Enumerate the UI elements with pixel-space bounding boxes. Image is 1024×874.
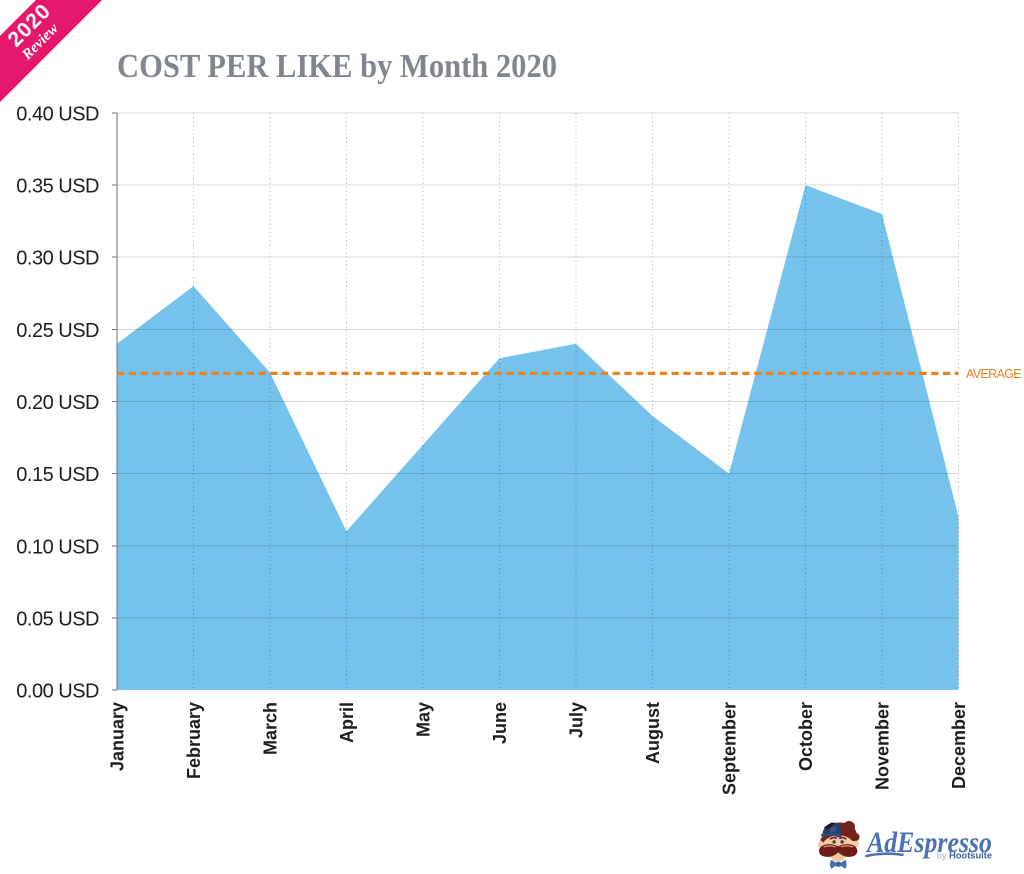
- svg-text:0.05 USD: 0.05 USD: [16, 608, 99, 630]
- svg-text:May: May: [414, 702, 434, 737]
- svg-text:December: December: [949, 702, 969, 789]
- svg-text:April: April: [337, 702, 357, 743]
- svg-text:September: September: [720, 702, 740, 795]
- svg-text:0.25 USD: 0.25 USD: [16, 320, 99, 342]
- svg-text:0.15 USD: 0.15 USD: [16, 464, 99, 486]
- svg-text:July: July: [567, 702, 587, 738]
- svg-text:0.00 USD: 0.00 USD: [16, 681, 99, 703]
- svg-text:February: February: [184, 702, 204, 779]
- svg-text:March: March: [261, 702, 281, 755]
- svg-text:0.10 USD: 0.10 USD: [16, 536, 99, 558]
- svg-text:0.40 USD: 0.40 USD: [16, 104, 99, 126]
- svg-text:August: August: [643, 702, 663, 764]
- svg-text:by Hootsuite: by Hootsuite: [937, 851, 992, 861]
- svg-text:0.30 USD: 0.30 USD: [16, 248, 99, 270]
- svg-text:November: November: [873, 702, 893, 790]
- svg-text:0.20 USD: 0.20 USD: [16, 392, 99, 414]
- svg-text:June: June: [490, 702, 510, 744]
- svg-text:0.35 USD: 0.35 USD: [16, 176, 99, 198]
- svg-text:January: January: [108, 702, 128, 771]
- svg-text:AVERAGE: AVERAGE: [966, 367, 1021, 381]
- svg-text:October: October: [796, 702, 816, 771]
- svg-text:COST PER LIKE by Month 2020: COST PER LIKE by Month 2020: [117, 48, 557, 85]
